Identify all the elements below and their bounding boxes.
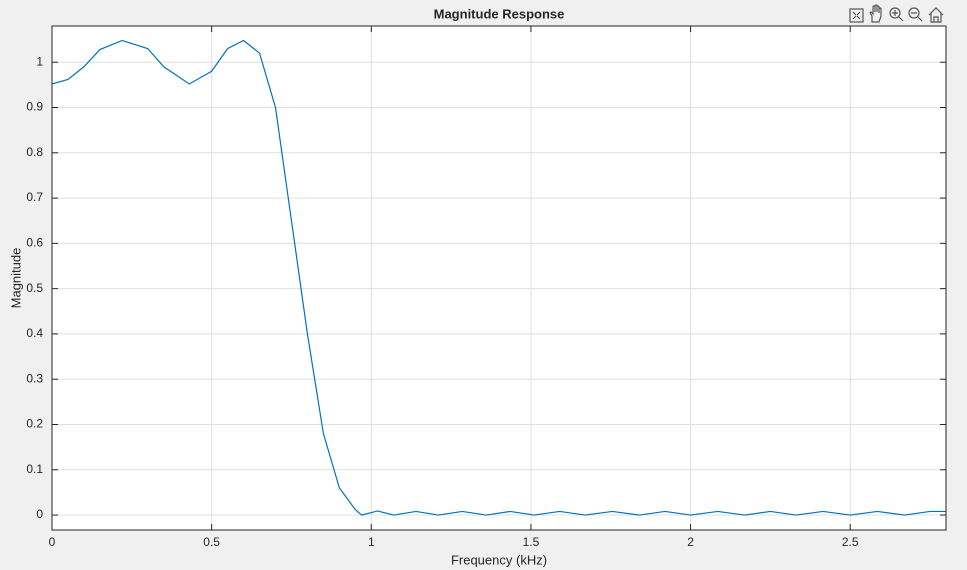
restore-view-button[interactable] <box>849 8 864 23</box>
y-tick-label: 0.9 <box>26 100 43 114</box>
x-tick-label: 0 <box>49 535 56 549</box>
y-tick-label: 1 <box>36 54 43 68</box>
y-tick-label: 0.3 <box>26 371 43 385</box>
x-tick-label: 0.5 <box>203 535 220 549</box>
x-tick-label: 2.5 <box>842 535 859 549</box>
toolbar <box>849 4 944 23</box>
y-tick-label: 0.4 <box>26 326 43 340</box>
chart-title: Magnitude Response <box>434 6 565 21</box>
y-tick-label: 0.6 <box>26 236 43 250</box>
y-tick-label: 0 <box>36 507 43 521</box>
data-line <box>51 39 946 516</box>
x-tick-label: 1.5 <box>523 535 540 549</box>
zoom-out-button[interactable] <box>908 7 923 22</box>
y-tick-label: 0.8 <box>26 145 43 159</box>
y-tick-label: 0.7 <box>26 190 43 204</box>
y-axis-label: Magnitude <box>8 248 23 309</box>
y-tick-label: 0.5 <box>26 281 43 295</box>
zoom-in-button[interactable] <box>889 7 904 22</box>
y-tick-label: 0.2 <box>26 417 43 431</box>
plot-area <box>52 26 946 530</box>
axes-box <box>51 25 947 531</box>
y-tick-label: 0.1 <box>26 462 43 476</box>
x-axis-label: Frequency (kHz) <box>451 552 547 567</box>
home-button[interactable] <box>928 7 944 23</box>
x-tick-label: 2 <box>687 535 694 549</box>
x-tick-label: 1 <box>368 535 375 549</box>
pan-button[interactable] <box>869 4 882 23</box>
